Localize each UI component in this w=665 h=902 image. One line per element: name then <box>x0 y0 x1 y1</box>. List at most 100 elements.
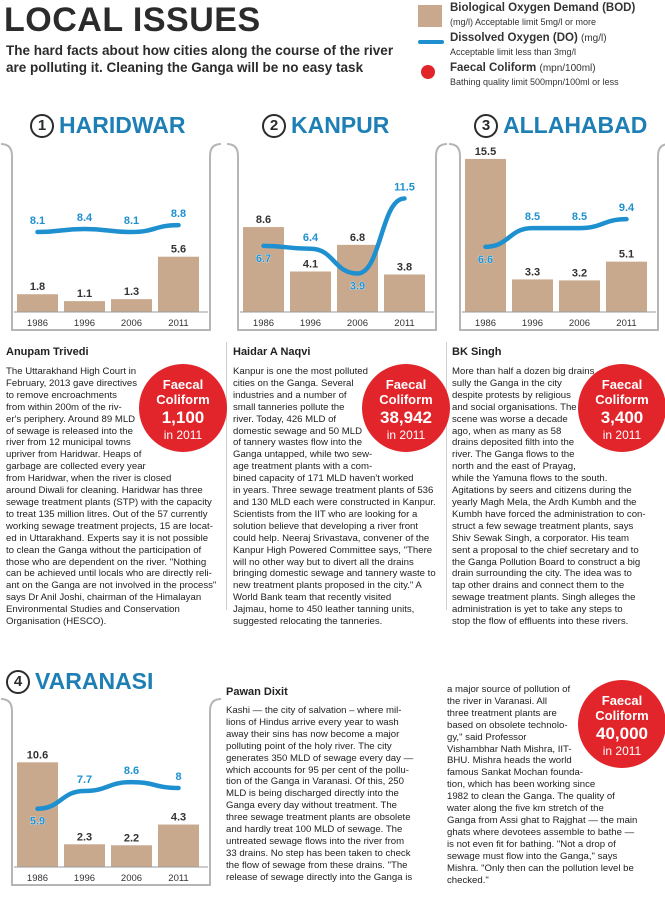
haridwar-title: 1 HARIDWAR <box>30 112 186 139</box>
story-line: age treatment plants with a com- <box>233 461 373 473</box>
kanpur-name: KANPUR <box>291 112 390 138</box>
story-line: from within 200m of the riv- <box>6 401 122 413</box>
story-line: of sewage is released into the <box>6 425 133 437</box>
story-line: solution believe that developing a river… <box>233 520 419 532</box>
story-line: sewage treatment plants. Singh alleges t… <box>452 592 636 604</box>
x-tick-label: 2006 <box>121 318 142 329</box>
do-value-label: 8.1 <box>30 215 45 227</box>
kanpur-number: 2 <box>262 113 286 138</box>
x-tick-label: 2011 <box>168 318 188 329</box>
story-line: suggested relocating the tanneries. <box>233 616 383 628</box>
do-value-label: 8.1 <box>124 215 139 227</box>
do-line-swatch <box>418 40 444 44</box>
story-line: Ganga from Assi ghat to Rajghat — the ma… <box>447 814 638 826</box>
legend-do-unit: (mg/l) <box>581 33 607 44</box>
story-line: while the Yamuna flows to the south. <box>452 473 608 485</box>
story-line: the flow of sewage from these drains. "T… <box>226 859 408 871</box>
allahabad-title: 3 ALLAHABAD <box>474 112 647 139</box>
story-line: domestic sewage and 50 MLD <box>233 425 363 437</box>
bod-value-label: 3.8 <box>397 261 412 273</box>
varanasi-title: 4 VARANASI <box>6 668 153 695</box>
story-line: yearly Magh Mela, the Ardh Kumbh and the <box>452 496 637 508</box>
story-line: MLD is being discharged directly into th… <box>226 788 399 800</box>
story-line: industries and a number of <box>233 389 347 401</box>
bod-value-label: 2.3 <box>77 831 92 843</box>
bod-bar <box>606 261 647 312</box>
story-line: ant on the Ganga are not involved in the… <box>6 580 217 592</box>
legend-bod-note: (mg/l) Acceptable limit 5mg/l or more <box>450 17 596 27</box>
chart-svg: 1.8 1.1 1.3 5.6 8.1 8.4 8.1 8.8 1986 1996 2006 2011 <box>0 143 222 331</box>
story-line: of tannery wastes flow into the <box>233 437 363 449</box>
story-line: based on obsolete technolo- <box>447 719 568 731</box>
allahabad-byline: BK Singh <box>452 346 502 358</box>
haridwar-chart: 1.8 1.1 1.3 5.6 8.1 8.4 8.1 8.8 1986 1996 2006 2011 <box>0 140 222 335</box>
story-line: sewage must flow into the Ganga," says <box>447 850 618 862</box>
coliform-label: Faecal <box>601 693 643 708</box>
do-line <box>483 216 629 250</box>
legend-do-title: Dissolved Oxygen (DO) (mg/l) <box>450 32 607 44</box>
bod-value-label: 6.8 <box>350 232 365 244</box>
story-line: three sewage treatment plants are obsole… <box>226 812 411 824</box>
story-line: ago, when as many as 58 <box>452 425 562 437</box>
story-line: away their sins has now become a major <box>226 728 400 740</box>
do-value-label: 8.8 <box>171 208 186 220</box>
do-value-label: 3.9 <box>350 280 365 292</box>
story-line: polluting point of the holy river. The c… <box>226 740 392 752</box>
story-line: around Diwali for cleaning. Haridwar has… <box>6 485 203 497</box>
allahabad-coliform-badge: Faecal Coliform 3,400 in 2011 <box>578 364 665 452</box>
story-line: tion, which has been working since <box>447 779 596 791</box>
kanpur-coliform-badge: Faecal Coliform 38,942 in 2011 <box>362 364 450 452</box>
story-line: and social organisations. The <box>452 401 577 413</box>
x-tick-label: 1986 <box>27 873 48 884</box>
bod-bar <box>17 762 58 867</box>
do-value-label: 9.4 <box>619 202 635 214</box>
story-line: says Dr Anil Joshi, chairman of the Hima… <box>6 592 202 604</box>
bod-value-label: 15.5 <box>475 146 496 158</box>
story-line: Kanpur High Powered Committee says, "The… <box>233 544 433 556</box>
allahabad-story: More than half a dozen big drains sully t… <box>452 366 664 628</box>
do-value-label: 7.7 <box>77 774 92 786</box>
story-line: north and the east of Prayag, <box>452 461 576 473</box>
bod-value-label: 3.3 <box>525 266 540 278</box>
story-line: Agitations by seers and citizens during … <box>452 485 632 497</box>
coliform-label: Coliform <box>156 392 210 407</box>
varanasi-coliform-badge: Faecal Coliform 40,000 in 2011 <box>578 680 665 768</box>
story-line: untreated sewage flows into the river fr… <box>226 835 405 847</box>
story-line: ghats where devotees assemble to bathe — <box>447 826 635 838</box>
page-title: LOCAL ISSUES <box>4 1 261 39</box>
story-line: Organisation (HESCO). <box>6 616 107 628</box>
legend-do-note: Acceptable limit less than 3mg/l <box>450 47 577 57</box>
kanpur-title: 2 KANPUR <box>262 112 389 139</box>
legend-fc-note: Bathing quality limit 500mpn/100ml or le… <box>450 77 619 87</box>
chart-svg: 8.6 4.1 6.8 3.8 6.7 6.4 3.9 11.5 1986 1996 2006 201… <box>226 143 448 331</box>
story-line: Environmental Studies and Conservation <box>6 604 180 616</box>
story-line: Kashi — the city of salvation – where mi… <box>226 705 402 716</box>
story-line: garbage are collected every year <box>6 461 146 473</box>
coliform-label: Coliform <box>379 392 433 407</box>
story-line: in years. Three sewage treatment plants … <box>233 485 434 497</box>
varanasi-number: 4 <box>6 669 30 694</box>
story-line: checked." <box>447 874 489 886</box>
story-line: to remove encroachments <box>6 389 117 401</box>
x-tick-label: 1986 <box>475 318 496 329</box>
haridwar-coliform-badge: Faecal Coliform 1,100 in 2011 <box>139 364 227 452</box>
coliform-value: 1,100 <box>161 408 205 427</box>
varanasi-story-col2: a major source of pollution of the river … <box>447 684 663 886</box>
story-line: 1982 to clean the Ganga. The quality of <box>447 791 615 803</box>
chart-frame <box>448 143 665 331</box>
do-line <box>35 222 181 235</box>
do-line <box>35 779 181 811</box>
story-line: scene was worse a decade <box>452 413 568 425</box>
story-line: BHU. Mishra heads the world <box>447 755 572 767</box>
story-line: will no other way but to divert all the … <box>233 556 414 568</box>
story-line: More than half a dozen big drains <box>452 366 595 377</box>
legend-fc-label: Faecal Coliform <box>450 62 537 74</box>
legend-bod-note-text: Acceptable limit 5mg/l or more <box>475 17 597 27</box>
do-value-label: 8.5 <box>525 211 540 223</box>
x-tick-label: 2011 <box>168 873 188 884</box>
story-line: a major source of pollution of <box>447 684 571 695</box>
bod-bar <box>290 271 331 312</box>
column-divider <box>226 342 227 610</box>
x-tick-label: 2011 <box>616 318 636 329</box>
coliform-year: in 2011 <box>386 428 426 442</box>
